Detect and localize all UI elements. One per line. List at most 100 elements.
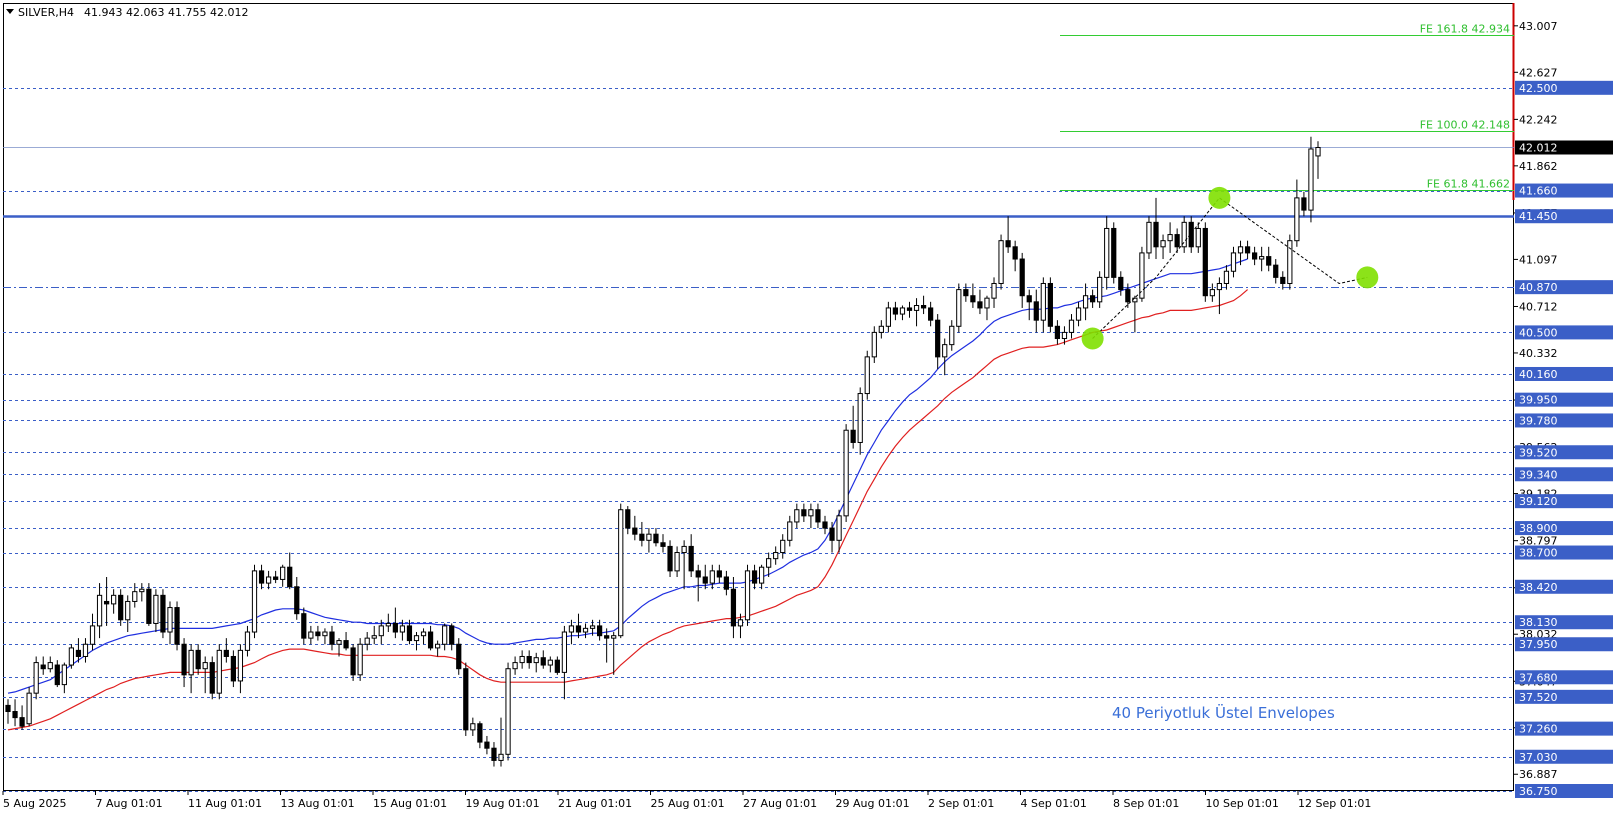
candle-body [723, 576, 729, 590]
candle [773, 546, 779, 565]
candle-body [265, 576, 272, 584]
candle [1259, 246, 1265, 272]
time-axis: 5 Aug 2025 7 Aug 01:01 11 Aug 01:01 13 Aug … [2, 791, 1371, 810]
candle [505, 662, 511, 761]
candle-body [1273, 264, 1279, 278]
candle-body [604, 635, 610, 639]
candle [251, 564, 258, 639]
candle-body [329, 631, 335, 645]
candle [1273, 259, 1279, 284]
candle [575, 613, 582, 639]
price-tick-label: 42.627 [1519, 66, 1558, 79]
level-label-box [1515, 721, 1613, 736]
candle-body [1005, 240, 1011, 248]
candle-body [160, 594, 166, 633]
level-label-text: 37.520 [1519, 691, 1558, 704]
candle [871, 326, 877, 363]
time-tick-label: 29 Aug 01:01 [836, 797, 910, 810]
envelopes [7, 258, 1248, 731]
candle [1082, 283, 1089, 321]
level-label-text: 41.660 [1519, 185, 1558, 198]
candle-body [118, 594, 124, 621]
candle-body [273, 576, 279, 580]
candle [61, 662, 67, 694]
level-label-text: 39.340 [1519, 468, 1558, 481]
candle-body [1012, 246, 1018, 260]
level-label-box [1515, 366, 1613, 381]
candle-body [611, 635, 617, 639]
candle-body [589, 625, 596, 629]
candle [667, 540, 673, 577]
candle [1195, 222, 1201, 253]
candle [118, 589, 124, 626]
candle-body [1259, 256, 1265, 260]
candle-body [984, 297, 990, 309]
level-label-text: 40.500 [1519, 326, 1558, 339]
dropdown-triangle-icon[interactable] [6, 9, 14, 14]
horizontal-levels [3, 88, 1514, 792]
candle [1146, 216, 1152, 260]
candle-body [998, 240, 1004, 284]
candle-body [519, 655, 525, 664]
pivot-marker [1208, 186, 1231, 209]
candle-body [991, 282, 997, 299]
candle [815, 503, 821, 529]
candle-body [251, 570, 258, 633]
candle-body [632, 527, 638, 535]
time-tick-label: 25 Aug 01:01 [651, 797, 725, 810]
candle [470, 717, 476, 736]
level-label-box [1515, 545, 1613, 560]
level-label-text: 38.900 [1519, 522, 1558, 535]
pivot-marker [1081, 327, 1104, 350]
time-tick-label: 4 Sep 01:01 [1021, 797, 1087, 810]
candle-body [1308, 148, 1314, 211]
level-label-text: 38.130 [1519, 616, 1558, 629]
candle-body [808, 509, 814, 517]
candle [111, 589, 117, 614]
candle [625, 506, 631, 535]
candle-body [815, 509, 821, 523]
candle-body [540, 657, 546, 666]
candle [829, 521, 835, 553]
candle [836, 509, 842, 553]
candles [5, 136, 1321, 767]
candle-body [413, 635, 420, 642]
candle-body [442, 625, 448, 645]
candle [5, 699, 11, 724]
candle-body [709, 570, 715, 584]
candle-body [801, 509, 807, 517]
candle [935, 314, 941, 370]
candle [597, 619, 603, 641]
candle-body [1315, 146, 1321, 157]
candle [949, 320, 955, 351]
candle-body [491, 747, 497, 761]
candle [265, 570, 272, 590]
header-ohlc: 41.943 42.063 41.755 42.012 [84, 6, 248, 19]
candle-body [470, 723, 476, 731]
candle-body [258, 570, 265, 584]
candle [730, 576, 737, 639]
candle-body [371, 635, 377, 639]
candle [1167, 222, 1173, 253]
candle [1188, 216, 1194, 253]
level-label-text: 37.680 [1519, 671, 1558, 684]
candle-body [181, 643, 187, 676]
candle [780, 534, 786, 559]
candle-body [836, 515, 842, 541]
level-label-box [1515, 494, 1613, 509]
candle-body [1075, 307, 1082, 321]
candle [526, 650, 532, 669]
candle-body [463, 668, 469, 731]
level-label-box [1515, 579, 1613, 594]
candle-body [716, 570, 722, 578]
zigzag-pattern [1081, 186, 1379, 350]
time-tick-label: 12 Sep 01:01 [1298, 797, 1371, 810]
candle-body [308, 631, 314, 639]
candle [899, 305, 906, 321]
candle [456, 638, 462, 675]
candle [512, 656, 518, 675]
candle [737, 613, 744, 639]
candle-body [1153, 221, 1159, 248]
level-label-box [1515, 209, 1613, 224]
candle-body [294, 586, 300, 615]
